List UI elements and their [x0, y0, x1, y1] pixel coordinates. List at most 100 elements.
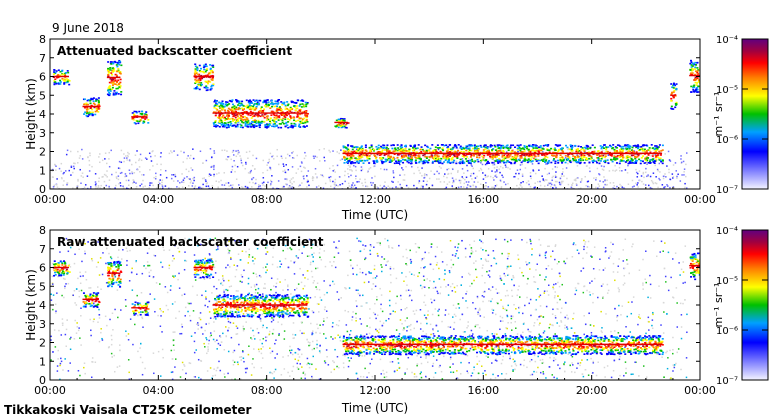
noise-pixel [525, 182, 528, 184]
backscatter-pixel [237, 101, 240, 104]
backscatter-pixel [539, 146, 542, 149]
noise-pixel [635, 171, 638, 174]
noise-pixel [192, 182, 194, 184]
backscatter-pixel [304, 121, 307, 124]
backscatter-pixel [633, 161, 636, 164]
noise-pixel [301, 182, 303, 184]
backscatter-pixel [199, 77, 202, 80]
noise-pixel [218, 172, 220, 174]
noise-pixel [471, 165, 473, 168]
noise-pixel [407, 289, 410, 291]
noise-pixel [539, 184, 542, 187]
backscatter-pixel [670, 83, 673, 85]
backscatter-pixel [407, 157, 410, 159]
backscatter-pixel [65, 72, 68, 74]
backscatter-pixel [512, 144, 515, 147]
noise-pixel [492, 164, 494, 166]
backscatter-pixel [304, 114, 307, 116]
noise-pixel [558, 285, 561, 288]
backscatter-pixel [284, 118, 287, 121]
backscatter-pixel [596, 161, 599, 164]
backscatter-pixel [496, 144, 499, 146]
backscatter-pixel [281, 119, 284, 122]
noise-pixel [631, 186, 634, 188]
backscatter-pixel [639, 159, 642, 162]
noise-pixel [601, 149, 604, 152]
backscatter-pixel [494, 145, 497, 148]
noise-pixel [616, 157, 618, 159]
backscatter-pixel [575, 156, 578, 159]
noise-pixel [546, 290, 549, 292]
noise-pixel [140, 159, 143, 162]
backscatter-pixel [109, 67, 112, 69]
backscatter-pixel [552, 148, 555, 151]
noise-pixel [160, 309, 162, 312]
backscatter-pixel [489, 146, 492, 148]
noise-pixel [205, 159, 208, 162]
noise-pixel [150, 160, 153, 162]
backscatter-pixel [591, 144, 594, 146]
noise-pixel [593, 177, 595, 179]
backscatter-pixel [390, 151, 393, 154]
noise-pixel [321, 174, 324, 177]
noise-pixel [80, 182, 82, 184]
noise-pixel [487, 168, 490, 170]
backscatter-pixel [650, 144, 653, 146]
noise-pixel [326, 316, 328, 319]
backscatter-pixel [197, 84, 200, 87]
noise-pixel [135, 182, 137, 184]
backscatter-pixel [395, 160, 398, 163]
backscatter-pixel [239, 114, 242, 117]
backscatter-pixel [275, 102, 278, 105]
noise-pixel [493, 167, 496, 169]
noise-pixel [161, 348, 164, 351]
noise-pixel [263, 181, 265, 184]
backscatter-pixel [112, 82, 115, 85]
backscatter-pixel [305, 116, 308, 119]
backscatter-pixel [655, 155, 658, 157]
noise-pixel [415, 251, 418, 253]
noise-pixel [423, 353, 426, 356]
noise-pixel [664, 173, 666, 175]
backscatter-pixel [275, 124, 278, 127]
backscatter-pixel [645, 157, 648, 160]
backscatter-pixel [542, 153, 545, 156]
backscatter-pixel [212, 84, 215, 87]
noise-pixel [190, 302, 192, 305]
noise-pixel [446, 168, 448, 171]
backscatter-pixel [257, 111, 260, 113]
noise-pixel [672, 164, 675, 166]
backscatter-pixel [504, 146, 507, 148]
backscatter-pixel [276, 103, 279, 105]
backscatter-pixel [514, 157, 517, 160]
noise-pixel [351, 184, 353, 186]
backscatter-pixel [232, 111, 235, 113]
backscatter-pixel [228, 103, 231, 105]
backscatter-pixel [214, 121, 217, 124]
noise-pixel [424, 266, 426, 268]
noise-pixel [662, 175, 665, 178]
backscatter-pixel [453, 159, 456, 162]
noise-pixel [252, 176, 255, 179]
backscatter-pixel [206, 87, 209, 89]
noise-pixel [595, 177, 597, 179]
backscatter-pixel [463, 156, 466, 158]
cloud-layer [342, 144, 664, 165]
backscatter-pixel [229, 121, 232, 123]
noise-pixel [310, 322, 312, 325]
noise-pixel [440, 167, 442, 169]
backscatter-pixel [357, 149, 360, 152]
backscatter-pixel [635, 146, 638, 149]
backscatter-pixel [606, 159, 609, 161]
noise-pixel [284, 278, 286, 281]
noise-pixel [270, 181, 273, 183]
backscatter-pixel [483, 150, 486, 153]
noise-pixel [563, 175, 565, 177]
noise-pixel [493, 160, 496, 162]
backscatter-pixel [600, 147, 603, 150]
backscatter-pixel [692, 63, 695, 65]
noise-pixel [484, 163, 487, 166]
backscatter-pixel [362, 154, 365, 156]
backscatter-pixel [488, 151, 491, 154]
backscatter-pixel [481, 159, 484, 161]
